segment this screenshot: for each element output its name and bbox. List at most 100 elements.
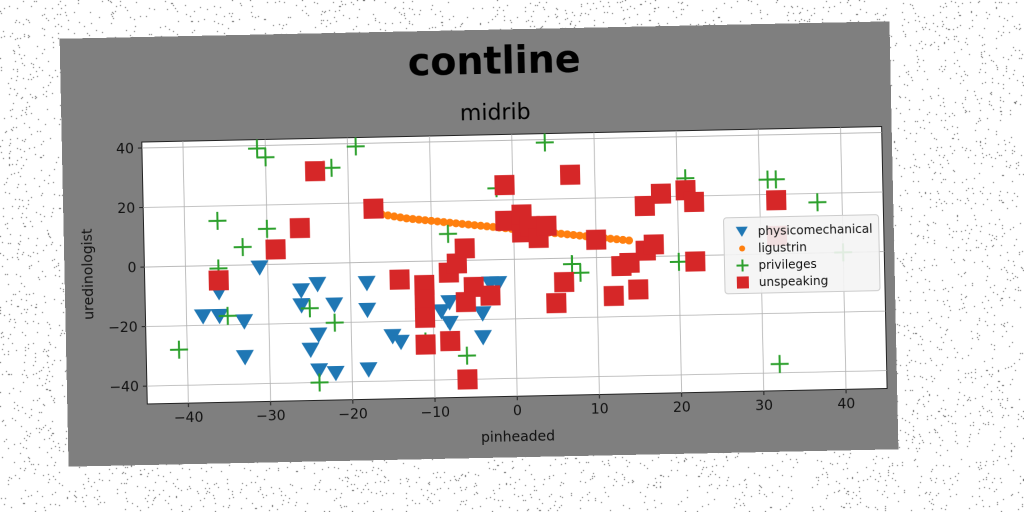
data-point-unspeaking xyxy=(265,239,286,260)
y-grid-line xyxy=(141,132,882,149)
data-point-unspeaking xyxy=(603,285,624,307)
legend: physicomechanical ligustrin privileges unsp… xyxy=(723,214,881,295)
x-tick-label: −40 xyxy=(174,410,204,427)
x-tick-label: 10 xyxy=(591,401,609,417)
data-point-privileges xyxy=(808,193,827,212)
data-point-unspeaking xyxy=(457,369,478,390)
data-point-physicomechanical xyxy=(359,362,378,378)
data-point-ligustrin xyxy=(439,218,448,227)
data-point-physicomechanical xyxy=(473,330,492,346)
data-point-privileges xyxy=(770,354,789,373)
series-unspeaking xyxy=(208,160,788,390)
y-tick-label: −40 xyxy=(109,379,139,396)
data-point-unspeaking xyxy=(414,307,436,328)
data-point-unspeaking xyxy=(650,183,672,204)
y-grid-line xyxy=(143,191,884,208)
data-point-physicomechanical xyxy=(391,334,410,351)
data-point-unspeaking xyxy=(289,217,311,239)
data-point-unspeaking xyxy=(363,198,384,219)
y-tick-label: 20 xyxy=(117,201,135,217)
data-point-ligustrin xyxy=(482,222,491,231)
series-layer xyxy=(170,133,853,392)
data-point-unspeaking xyxy=(495,210,516,231)
data-point-ligustrin xyxy=(396,213,405,222)
data-point-privileges xyxy=(562,255,582,274)
data-point-ligustrin xyxy=(414,215,423,224)
data-point-ligustrin xyxy=(458,219,467,228)
data-point-unspeaking xyxy=(619,252,640,274)
x-grid-line xyxy=(264,139,271,402)
data-point-physicomechanical xyxy=(235,349,254,366)
data-point-unspeaking xyxy=(553,271,575,293)
x-grid-line xyxy=(182,141,189,404)
data-point-ligustrin xyxy=(606,234,615,243)
data-point-ligustrin xyxy=(408,215,417,224)
data-point-physicomechanical xyxy=(292,283,311,299)
data-point-ligustrin xyxy=(452,219,461,228)
y-tick-label: −20 xyxy=(108,320,138,337)
data-point-privileges xyxy=(535,133,554,152)
x-tick-label: −10 xyxy=(420,405,450,422)
data-point-privileges xyxy=(766,170,785,189)
x-tick-label: −20 xyxy=(338,406,368,423)
data-point-privileges xyxy=(322,158,341,177)
data-point-physicomechanical xyxy=(308,276,327,293)
data-point-unspeaking xyxy=(559,164,581,185)
data-point-unspeaking xyxy=(455,291,477,313)
data-point-privileges xyxy=(325,313,344,332)
data-point-privileges xyxy=(218,306,237,325)
data-point-ligustrin xyxy=(612,235,621,244)
x-tick-label: 20 xyxy=(673,400,691,416)
data-point-physicomechanical xyxy=(383,328,402,345)
data-point-physicomechanical xyxy=(326,365,345,382)
data-point-ligustrin xyxy=(470,221,479,230)
data-point-ligustrin xyxy=(433,217,442,226)
data-point-physicomechanical xyxy=(440,294,459,311)
legend-label-privileges: privileges xyxy=(758,257,817,272)
data-point-physicomechanical xyxy=(292,298,311,314)
data-point-privileges xyxy=(256,148,275,167)
data-point-ligustrin xyxy=(618,235,627,244)
y-axis-label: uredinologist xyxy=(80,228,98,320)
data-point-unspeaking xyxy=(634,195,656,217)
y-tick-label: 40 xyxy=(116,141,134,157)
y-grid-line xyxy=(145,310,886,327)
data-point-physicomechanical xyxy=(193,309,212,325)
scatter-chart: contline midrib −40 −30 −20 −10 0 10 20 30 40−40… xyxy=(80,37,888,446)
data-point-privileges xyxy=(233,238,252,257)
data-point-ligustrin xyxy=(575,231,584,240)
chart-figure: contline midrib −40 −30 −20 −10 0 10 20 30 40 −40… xyxy=(59,21,899,467)
x-grid-line xyxy=(346,137,354,400)
x-tick-label: 0 xyxy=(513,403,522,419)
data-point-physicomechanical xyxy=(440,315,459,332)
data-point-unspeaking xyxy=(643,234,665,255)
chart-title: midrib xyxy=(460,100,531,126)
legend-box xyxy=(723,214,881,295)
data-point-physicomechanical xyxy=(489,276,508,292)
data-point-ligustrin xyxy=(489,222,498,231)
legend-marker-physicomechanical xyxy=(735,226,748,237)
data-point-privileges xyxy=(248,139,267,158)
legend-marker-unspeaking xyxy=(736,276,749,289)
data-point-ligustrin xyxy=(569,230,578,239)
axis-ticks: −40 −30 −20 −10 0 10 20 30 40 −40 −20 0 20 40 xyxy=(108,141,855,427)
legend-marker-ligustrin xyxy=(739,245,746,252)
data-point-unspeaking xyxy=(454,238,475,259)
data-point-unspeaking xyxy=(208,270,229,291)
data-point-ligustrin xyxy=(421,216,430,225)
data-point-ligustrin xyxy=(476,221,485,230)
x-tick-label: −30 xyxy=(256,408,286,425)
data-point-unspeaking xyxy=(494,174,515,196)
legend-label-physicomechanical: physicomechanical xyxy=(758,222,873,238)
data-point-unspeaking xyxy=(440,330,461,352)
data-point-privileges xyxy=(669,252,688,271)
data-point-physicomechanical xyxy=(310,363,329,379)
data-point-physicomechanical xyxy=(357,275,376,292)
data-point-privileges xyxy=(571,263,590,282)
data-point-unspeaking xyxy=(304,160,326,182)
chart-suptitle: contline xyxy=(407,37,581,85)
data-point-unspeaking xyxy=(389,269,410,290)
data-point-ligustrin xyxy=(625,236,634,245)
x-axis-label: pinheaded xyxy=(481,428,555,446)
data-point-physicomechanical xyxy=(309,327,328,343)
